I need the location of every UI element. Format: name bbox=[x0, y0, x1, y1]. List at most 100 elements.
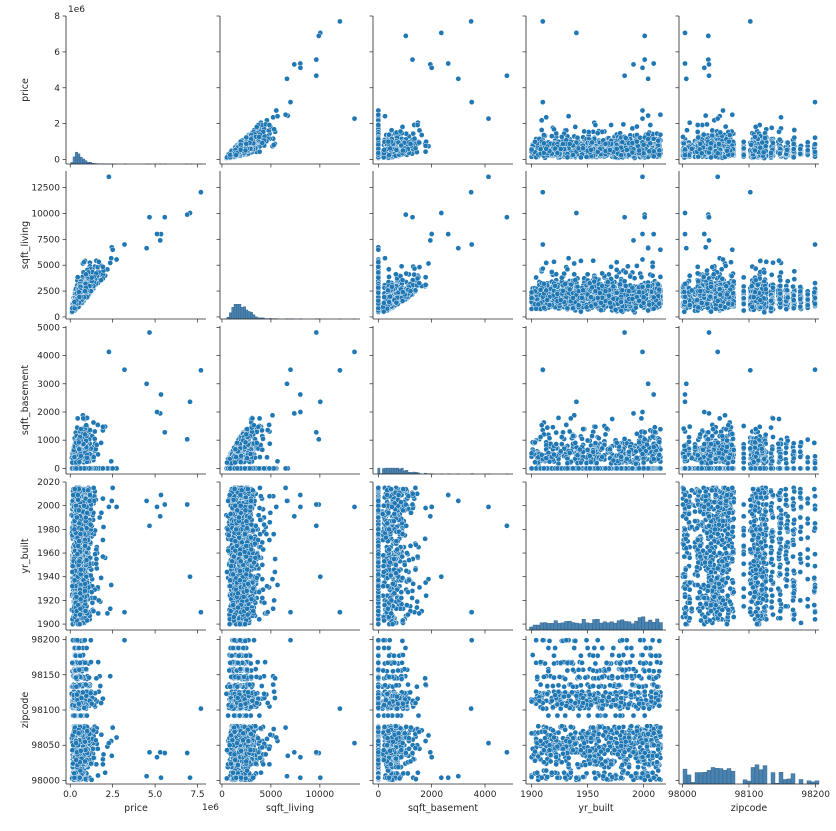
data-point bbox=[658, 132, 663, 137]
data-point bbox=[593, 122, 598, 127]
data-point bbox=[785, 140, 790, 145]
data-point bbox=[603, 141, 608, 146]
data-point bbox=[768, 150, 773, 155]
data-point bbox=[573, 124, 578, 129]
data-point bbox=[298, 65, 303, 70]
data-point bbox=[648, 122, 653, 127]
data-point bbox=[727, 132, 732, 137]
data-point bbox=[254, 124, 259, 129]
data-point bbox=[784, 147, 789, 152]
data-point bbox=[257, 134, 262, 139]
data-point bbox=[798, 146, 803, 151]
data-point bbox=[243, 148, 248, 153]
data-point bbox=[706, 62, 711, 67]
data-point bbox=[640, 108, 645, 113]
data-point bbox=[741, 153, 746, 158]
data-point bbox=[656, 138, 661, 143]
data-point bbox=[621, 122, 626, 127]
data-point bbox=[647, 149, 652, 154]
data-point bbox=[687, 120, 692, 125]
data-point bbox=[423, 143, 428, 148]
data-point bbox=[641, 142, 646, 147]
data-point bbox=[798, 151, 803, 156]
data-point bbox=[762, 135, 767, 140]
data-point bbox=[758, 145, 763, 150]
data-point bbox=[575, 135, 580, 140]
data-point bbox=[696, 135, 701, 140]
hist-bar bbox=[78, 154, 80, 164]
data-point bbox=[529, 147, 534, 152]
data-point bbox=[275, 114, 280, 119]
data-point bbox=[761, 150, 766, 155]
data-point bbox=[770, 140, 775, 145]
data-point bbox=[540, 19, 545, 24]
data-point bbox=[812, 149, 817, 154]
data-point bbox=[777, 151, 782, 156]
data-point bbox=[376, 122, 381, 127]
data-point bbox=[631, 62, 636, 67]
data-point bbox=[382, 147, 387, 152]
data-point bbox=[570, 152, 575, 157]
data-point bbox=[753, 124, 758, 129]
data-point bbox=[702, 65, 707, 70]
data-point bbox=[417, 140, 422, 145]
data-point bbox=[376, 150, 381, 155]
panel-price-vs-sqft_basement bbox=[370, 16, 514, 168]
data-point bbox=[408, 141, 413, 146]
data-point bbox=[386, 139, 391, 144]
data-point bbox=[792, 135, 797, 140]
data-point bbox=[769, 125, 774, 130]
data-point bbox=[651, 61, 656, 66]
data-point bbox=[646, 113, 651, 118]
data-point bbox=[316, 33, 321, 38]
data-point bbox=[724, 148, 729, 153]
data-point bbox=[469, 19, 474, 24]
data-point bbox=[539, 127, 544, 132]
data-point bbox=[400, 124, 405, 129]
data-point bbox=[698, 141, 703, 146]
data-point bbox=[776, 129, 781, 134]
panel-price-vs-sqft_living bbox=[217, 16, 361, 168]
data-point bbox=[469, 100, 474, 105]
data-point bbox=[388, 146, 393, 151]
panel-sqft_living-vs-price bbox=[63, 171, 207, 323]
data-point bbox=[257, 149, 262, 154]
data-point bbox=[710, 133, 715, 138]
data-point bbox=[699, 151, 704, 156]
data-point bbox=[695, 129, 700, 134]
hist-bar bbox=[75, 152, 77, 164]
data-point bbox=[720, 108, 725, 113]
data-point bbox=[741, 146, 746, 151]
data-point bbox=[812, 135, 817, 140]
data-point bbox=[609, 122, 614, 127]
hist-bar bbox=[85, 161, 87, 164]
data-point bbox=[283, 112, 288, 117]
data-point bbox=[704, 122, 709, 127]
data-point bbox=[710, 128, 715, 133]
data-point bbox=[640, 65, 645, 70]
data-point bbox=[752, 148, 757, 153]
data-point bbox=[706, 73, 711, 78]
data-point bbox=[708, 155, 713, 160]
data-point bbox=[723, 124, 728, 129]
data-point bbox=[565, 155, 570, 160]
data-point bbox=[244, 141, 249, 146]
data-point bbox=[595, 149, 600, 154]
data-point bbox=[637, 148, 642, 153]
data-point bbox=[752, 134, 757, 139]
data-point bbox=[812, 142, 817, 147]
data-point bbox=[267, 122, 272, 127]
data-point bbox=[274, 108, 279, 113]
data-point bbox=[419, 132, 424, 137]
data-point bbox=[730, 112, 735, 117]
data-point bbox=[726, 139, 731, 144]
data-point bbox=[657, 152, 662, 157]
data-point bbox=[619, 153, 624, 158]
data-point bbox=[716, 141, 721, 146]
data-point bbox=[640, 116, 645, 121]
data-point bbox=[574, 30, 579, 35]
hist-bar bbox=[82, 159, 84, 164]
data-point bbox=[288, 100, 293, 105]
data-point bbox=[684, 76, 689, 81]
data-point bbox=[706, 33, 711, 38]
